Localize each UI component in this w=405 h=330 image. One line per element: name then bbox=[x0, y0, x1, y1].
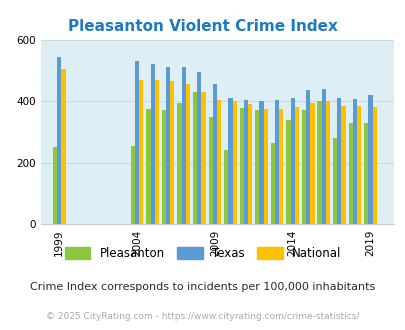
Bar bbox=[348, 123, 352, 224]
Bar bbox=[255, 111, 259, 224]
Bar bbox=[146, 109, 150, 224]
Bar bbox=[367, 95, 372, 224]
Bar bbox=[286, 120, 290, 224]
Text: Pleasanton Violent Crime Index: Pleasanton Violent Crime Index bbox=[68, 19, 337, 34]
Bar bbox=[177, 103, 181, 224]
Bar bbox=[259, 101, 263, 224]
Bar bbox=[337, 98, 341, 224]
Bar bbox=[243, 100, 247, 224]
Bar bbox=[363, 123, 367, 224]
Bar bbox=[130, 146, 134, 224]
Bar bbox=[372, 107, 376, 224]
Legend: Pleasanton, Texas, National: Pleasanton, Texas, National bbox=[60, 242, 345, 264]
Bar bbox=[224, 150, 228, 224]
Bar bbox=[181, 67, 185, 224]
Bar bbox=[57, 56, 61, 224]
Bar bbox=[247, 104, 252, 224]
Bar bbox=[208, 116, 212, 224]
Bar bbox=[201, 92, 205, 224]
Bar bbox=[294, 107, 298, 224]
Bar bbox=[197, 72, 201, 224]
Bar bbox=[239, 108, 243, 224]
Bar bbox=[228, 98, 232, 224]
Bar bbox=[134, 61, 139, 224]
Bar bbox=[150, 64, 154, 224]
Bar bbox=[325, 101, 329, 224]
Bar bbox=[192, 92, 197, 224]
Bar bbox=[162, 111, 166, 224]
Text: © 2025 CityRating.com - https://www.cityrating.com/crime-statistics/: © 2025 CityRating.com - https://www.city… bbox=[46, 312, 359, 321]
Bar bbox=[317, 101, 321, 224]
Bar bbox=[53, 148, 57, 224]
Bar bbox=[216, 100, 221, 224]
Bar bbox=[290, 98, 294, 224]
Bar bbox=[356, 107, 360, 224]
Bar bbox=[166, 67, 170, 224]
Bar bbox=[305, 90, 309, 224]
Bar bbox=[170, 81, 174, 224]
Bar bbox=[185, 84, 190, 224]
Bar bbox=[212, 84, 216, 224]
Bar bbox=[341, 106, 345, 224]
Bar bbox=[279, 109, 283, 224]
Bar bbox=[263, 109, 267, 224]
Bar bbox=[352, 99, 356, 224]
Bar bbox=[270, 143, 274, 224]
Bar bbox=[301, 111, 305, 224]
Bar bbox=[154, 80, 158, 224]
Bar bbox=[309, 103, 314, 224]
Bar bbox=[274, 100, 279, 224]
Bar bbox=[139, 80, 143, 224]
Bar bbox=[332, 138, 337, 224]
Bar bbox=[61, 69, 66, 224]
Bar bbox=[321, 89, 325, 224]
Text: Crime Index corresponds to incidents per 100,000 inhabitants: Crime Index corresponds to incidents per… bbox=[30, 282, 375, 292]
Bar bbox=[232, 101, 236, 224]
